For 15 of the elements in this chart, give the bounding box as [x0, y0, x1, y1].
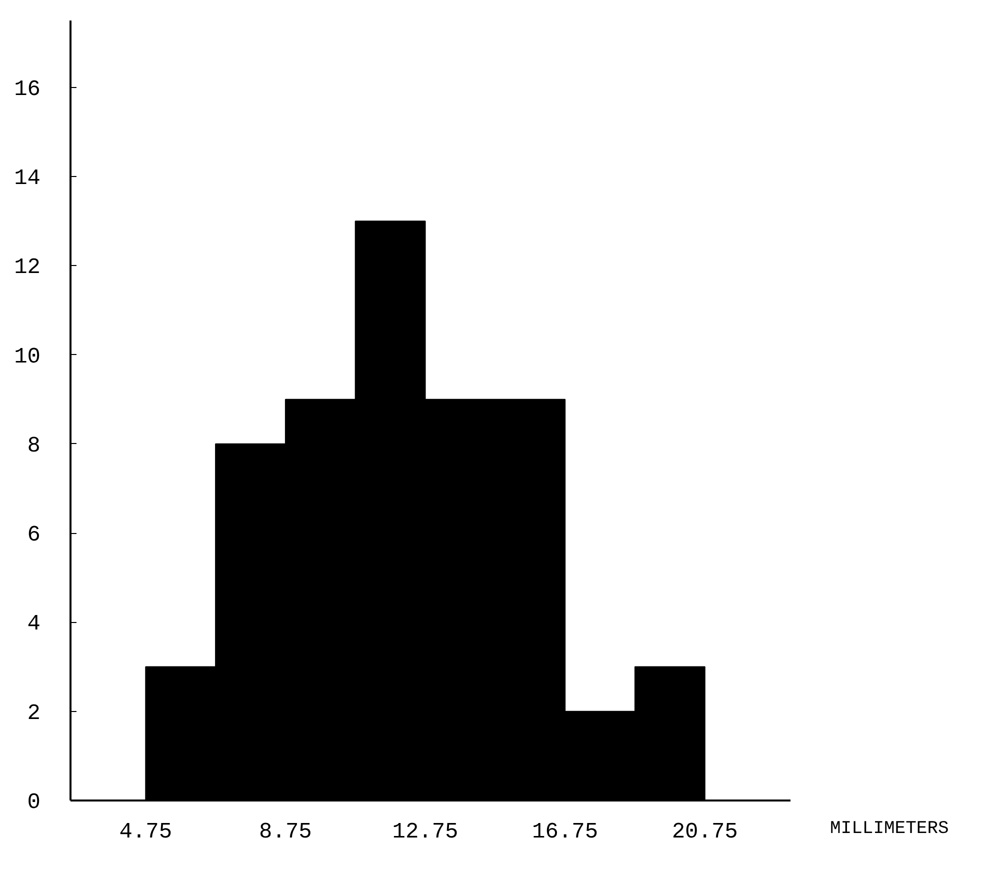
y-tick-label: 10 — [14, 344, 40, 370]
x-tick-label: 8.75 — [259, 820, 312, 844]
x-tick-label: 16.75 — [532, 820, 598, 844]
x-tick-label: 4.75 — [119, 820, 172, 844]
y-tick-label: 4 — [27, 612, 40, 637]
x-tick-label: 12.75 — [392, 820, 458, 844]
x-axis-title: MILLIMETERS — [830, 818, 949, 841]
y-tick-label: 16 — [14, 76, 40, 102]
y-tick-label: 14 — [14, 166, 40, 191]
x-tick-label: 20.75 — [672, 820, 738, 844]
y-tick-label: 8 — [27, 433, 40, 458]
y-tick-label: 2 — [27, 700, 40, 726]
y-tick-label: 12 — [14, 255, 40, 280]
y-tick-label: 6 — [27, 522, 40, 548]
y-tick-label: 0 — [27, 790, 40, 815]
